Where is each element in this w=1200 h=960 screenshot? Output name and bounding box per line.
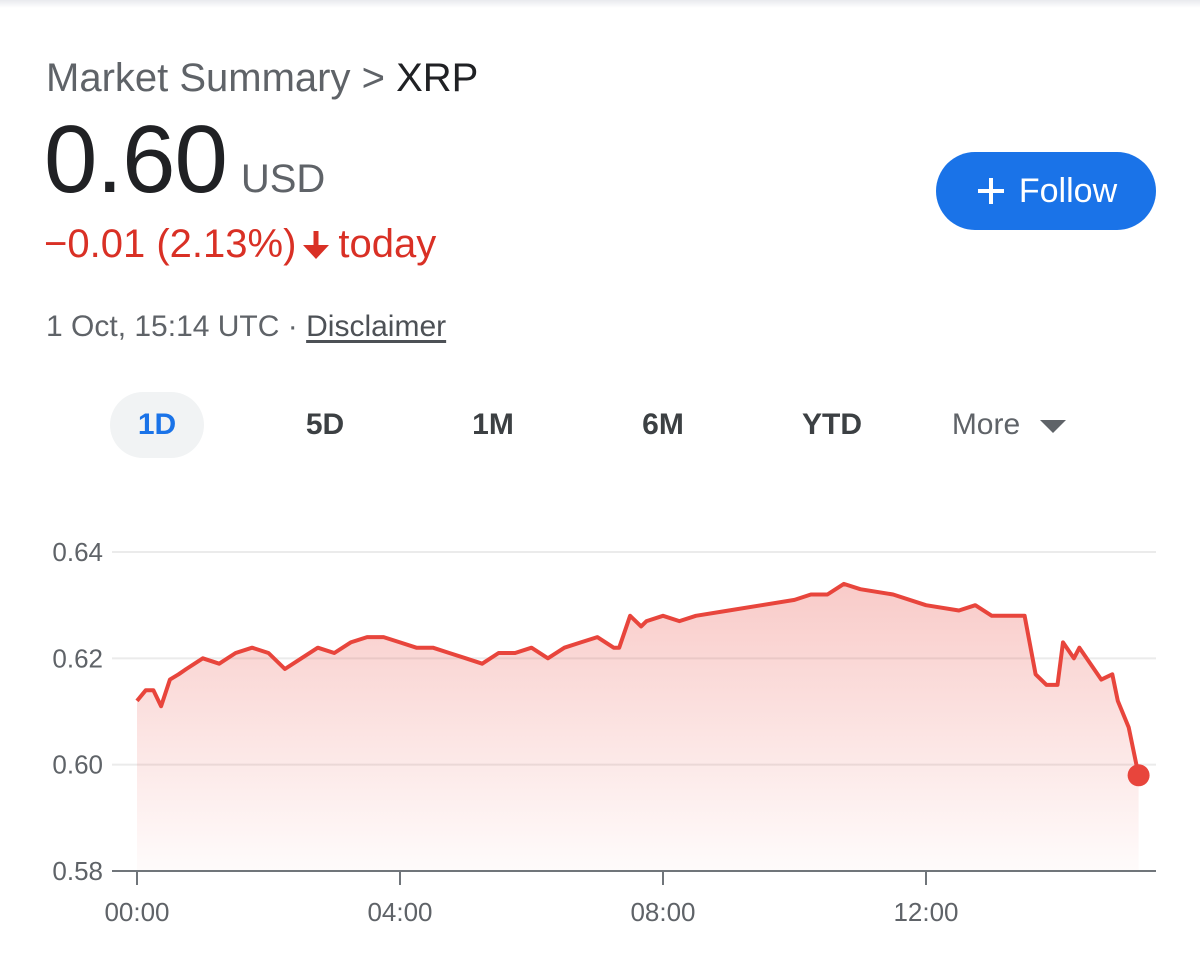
y-tick-label: 0.64 bbox=[52, 537, 103, 567]
quote-timestamp-row: 1 Oct, 15:14 UTC · Disclaimer bbox=[46, 310, 446, 344]
x-tick-label: 00:00 bbox=[104, 897, 169, 927]
breadcrumb-prefix[interactable]: Market Summary bbox=[46, 56, 351, 100]
change-suffix: today bbox=[338, 222, 437, 266]
timestamp: 1 Oct, 15:14 UTC bbox=[46, 310, 280, 343]
timestamp-separator: · bbox=[287, 310, 298, 343]
y-tick-label: 0.60 bbox=[52, 750, 103, 780]
price-area bbox=[137, 583, 1139, 871]
caret-down-icon bbox=[1040, 408, 1067, 442]
current-price: 0.60 bbox=[44, 106, 228, 213]
tab-ytd[interactable]: YTD bbox=[802, 408, 862, 441]
y-tick-label: 0.58 bbox=[52, 856, 103, 886]
change-value: −0.01 (2.13%) bbox=[44, 222, 297, 266]
range-tabs: 1D 5D 1M 6M YTD More bbox=[0, 392, 1200, 458]
price-line bbox=[135, 581, 1141, 776]
follow-label: Follow bbox=[1018, 171, 1118, 210]
follow-button[interactable]: Follow bbox=[936, 152, 1156, 230]
currency-label: USD bbox=[240, 157, 326, 201]
x-axis: 00:00 04:00 08:00 12:00 bbox=[104, 870, 1156, 927]
y-tick-label: 0.62 bbox=[52, 643, 103, 673]
current-price-marker[interactable] bbox=[1127, 764, 1150, 787]
breadcrumb-symbol: XRP bbox=[396, 56, 479, 100]
x-tick-label: 04:00 bbox=[367, 897, 432, 927]
more-label: More bbox=[951, 408, 1021, 441]
breadcrumb: Market Summary > XRP bbox=[46, 56, 478, 101]
tab-6m[interactable]: 6M bbox=[642, 408, 684, 441]
price-chart: 0.64 0.62 0.60 0.58 00:00 04:00 08:00 12:00 bbox=[52, 537, 1156, 927]
arrow-down-icon bbox=[302, 229, 330, 261]
breadcrumb-separator: > bbox=[361, 56, 385, 100]
tab-1m[interactable]: 1M bbox=[472, 408, 514, 441]
y-axis-labels: 0.64 0.62 0.60 0.58 bbox=[52, 537, 103, 886]
tab-5d[interactable]: 5D bbox=[305, 408, 345, 441]
disclaimer-link[interactable]: Disclaimer bbox=[306, 310, 447, 343]
price-change: −0.01 (2.13%) today bbox=[44, 222, 436, 267]
price-row: 0.60 USD bbox=[44, 112, 325, 208]
tab-1d[interactable]: 1D bbox=[110, 392, 204, 458]
more-dropdown[interactable]: More bbox=[934, 392, 1084, 458]
x-tick-label: 08:00 bbox=[630, 897, 695, 927]
x-tick-label: 12:00 bbox=[893, 897, 958, 927]
plus-icon bbox=[975, 175, 1007, 207]
top-shadow bbox=[0, 0, 1200, 8]
